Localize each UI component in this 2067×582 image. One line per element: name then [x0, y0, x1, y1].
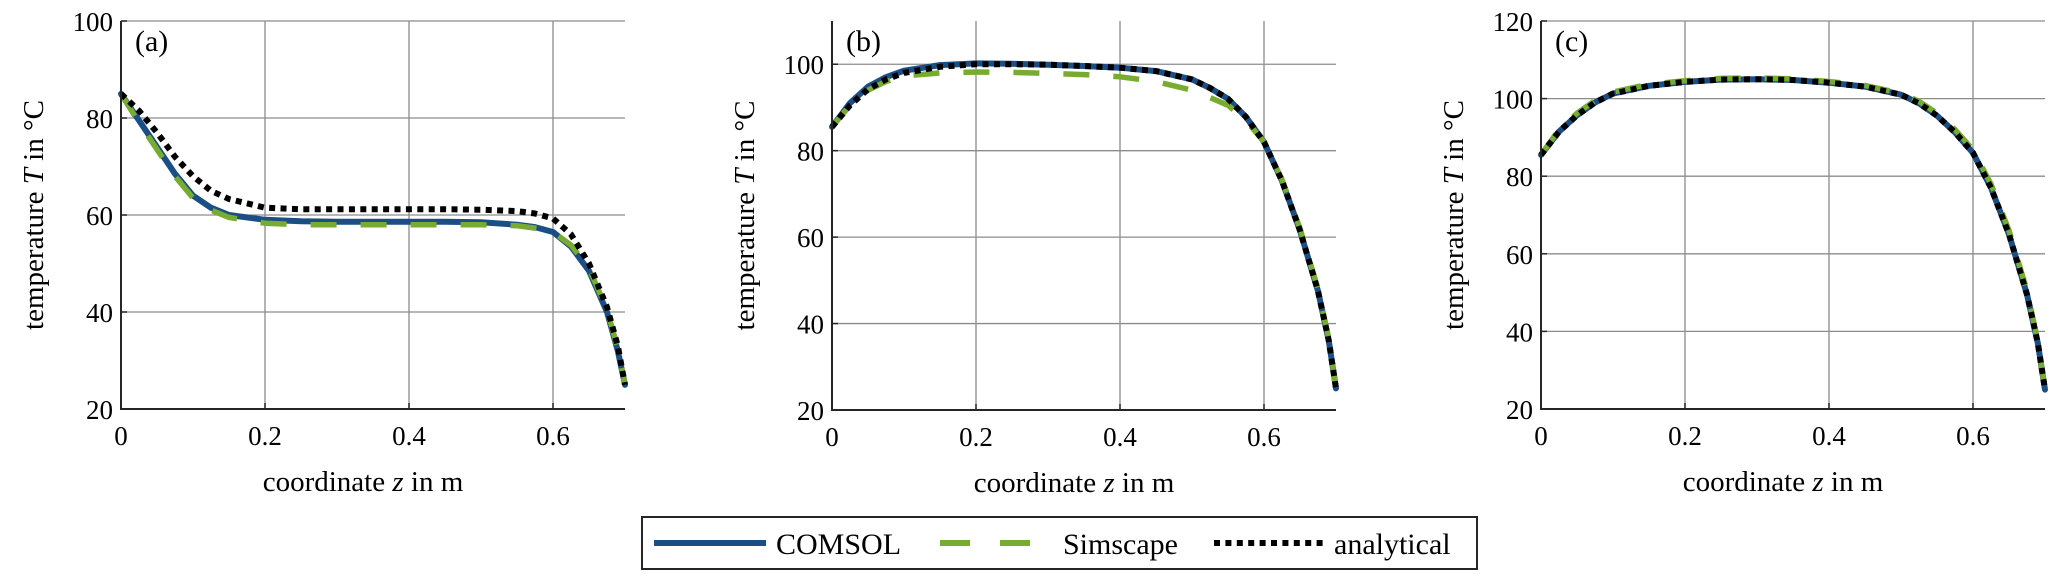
y-tick-label: 40: [1506, 317, 1533, 347]
axis-lines: [831, 21, 1336, 411]
y-axis-label-unit: in °C: [729, 101, 761, 169]
tick-labels: 0 0.2 0.4 0.6 20 40 60 80 100: [73, 7, 570, 451]
y-axis-label-prefix: temperature: [1438, 184, 1470, 330]
x-tick-label: 0.4: [1812, 421, 1846, 451]
x-axis-label-unit: in m: [404, 466, 464, 498]
x-tick-label: 0.2: [959, 422, 993, 452]
y-tick-label: 120: [1493, 7, 1534, 37]
legend: COMSOL Simscape analytical: [641, 516, 1478, 570]
x-axis-label-variable: z: [391, 466, 403, 498]
y-tick-label: 60: [797, 223, 824, 253]
x-axis-label-prefix: coordinate: [263, 466, 393, 498]
y-tick-label: 40: [86, 298, 113, 328]
x-axis-label-variable: z: [1811, 466, 1823, 498]
x-tick-label: 0.4: [1103, 422, 1137, 452]
y-axis-label-variable: T: [729, 167, 761, 185]
series-group: [118, 90, 628, 388]
panel-a: 0 0.2 0.4 0.6 20 40 60 80 100 (a) coordinate z i…: [18, 7, 628, 498]
y-tick-label: 80: [86, 104, 113, 134]
legend-label-simscape: Simscape: [1063, 528, 1178, 561]
legend-box: [641, 516, 1478, 570]
x-tick-label: 0.6: [1247, 422, 1281, 452]
series-line-comsol: [829, 60, 1339, 392]
y-tick-label: 60: [1506, 240, 1533, 270]
y-axis-label-unit: in °C: [18, 100, 50, 168]
axes: [831, 21, 1336, 411]
y-tick-label: 80: [797, 137, 824, 167]
y-tick-label: 20: [1506, 395, 1533, 425]
gridlines: [1541, 20, 2045, 409]
x-tick-label: 0.2: [1668, 421, 1702, 451]
legend-label-analytical: analytical: [1334, 528, 1451, 561]
axes: [1540, 20, 2045, 410]
y-axis-label-prefix: temperature: [729, 185, 761, 331]
y-axis-label-variable: T: [1438, 166, 1470, 184]
x-axis-label: coordinate z in m: [1683, 466, 1884, 498]
x-axis-label-prefix: coordinate: [1683, 466, 1813, 498]
y-tick-label: 100: [784, 50, 825, 80]
y-axis-label-unit: in °C: [1438, 100, 1470, 168]
x-tick-label: 0: [825, 422, 839, 452]
y-tick-label: 40: [797, 310, 824, 340]
x-axis-label-unit: in m: [1824, 466, 1884, 498]
y-axis-label: temperature T in °C: [1438, 100, 1470, 330]
series-line-simscape: [118, 92, 628, 386]
y-tick-label: 100: [1493, 85, 1534, 115]
series-line-analytical: [829, 61, 1339, 389]
x-axis-label-unit: in m: [1115, 467, 1175, 499]
series-group: [1538, 75, 2048, 393]
series-line-comsol: [1538, 76, 2048, 393]
y-axis-label-prefix: temperature: [18, 184, 50, 330]
y-tick-label: 60: [86, 201, 113, 231]
panel-label: (a): [135, 25, 168, 58]
x-tick-label: 0: [114, 421, 128, 451]
series-group: [829, 60, 1339, 392]
tick-labels: 0 0.2 0.4 0.6 20 40 60 80 100 120: [1493, 7, 1990, 451]
x-tick-label: 0.6: [536, 421, 570, 451]
x-tick-label: 0.6: [1956, 421, 1990, 451]
y-axis-label: temperature T in °C: [18, 100, 50, 330]
y-axis-label-variable: T: [18, 166, 50, 184]
x-tick-label: 0.2: [248, 421, 282, 451]
x-tick-label: 0: [1534, 421, 1548, 451]
panel-c: 0 0.2 0.4 0.6 20 40 60 80 100 120 (c) coordinate …: [1438, 7, 2048, 498]
series-line-comsol: [118, 90, 628, 388]
series-line-simscape: [1538, 75, 2048, 391]
y-tick-label: 80: [1506, 162, 1533, 192]
y-tick-label: 20: [86, 395, 113, 425]
series-line-analytical: [118, 91, 628, 386]
x-axis-label: coordinate z in m: [263, 466, 464, 498]
axes: [120, 20, 625, 410]
y-axis-label: temperature T in °C: [729, 101, 761, 331]
panel-label: (b): [846, 25, 881, 58]
gridlines: [832, 21, 1336, 410]
series-line-analytical: [1538, 76, 2048, 391]
panel-b: 0 0.2 0.4 0.6 20 40 60 80 100 (b) coordinate z i…: [729, 21, 1339, 499]
gridlines: [121, 20, 625, 409]
x-axis-label-variable: z: [1102, 467, 1114, 499]
x-axis-label: coordinate z in m: [974, 467, 1175, 499]
y-tick-label: 100: [73, 7, 114, 37]
x-tick-label: 0.4: [392, 421, 426, 451]
series-line-simscape: [829, 69, 1339, 389]
x-axis-label-prefix: coordinate: [974, 467, 1104, 499]
legend-label-comsol: COMSOL: [776, 528, 901, 561]
panel-label: (c): [1555, 25, 1588, 58]
tick-labels: 0 0.2 0.4 0.6 20 40 60 80 100: [784, 50, 1281, 452]
y-tick-label: 20: [797, 396, 824, 426]
